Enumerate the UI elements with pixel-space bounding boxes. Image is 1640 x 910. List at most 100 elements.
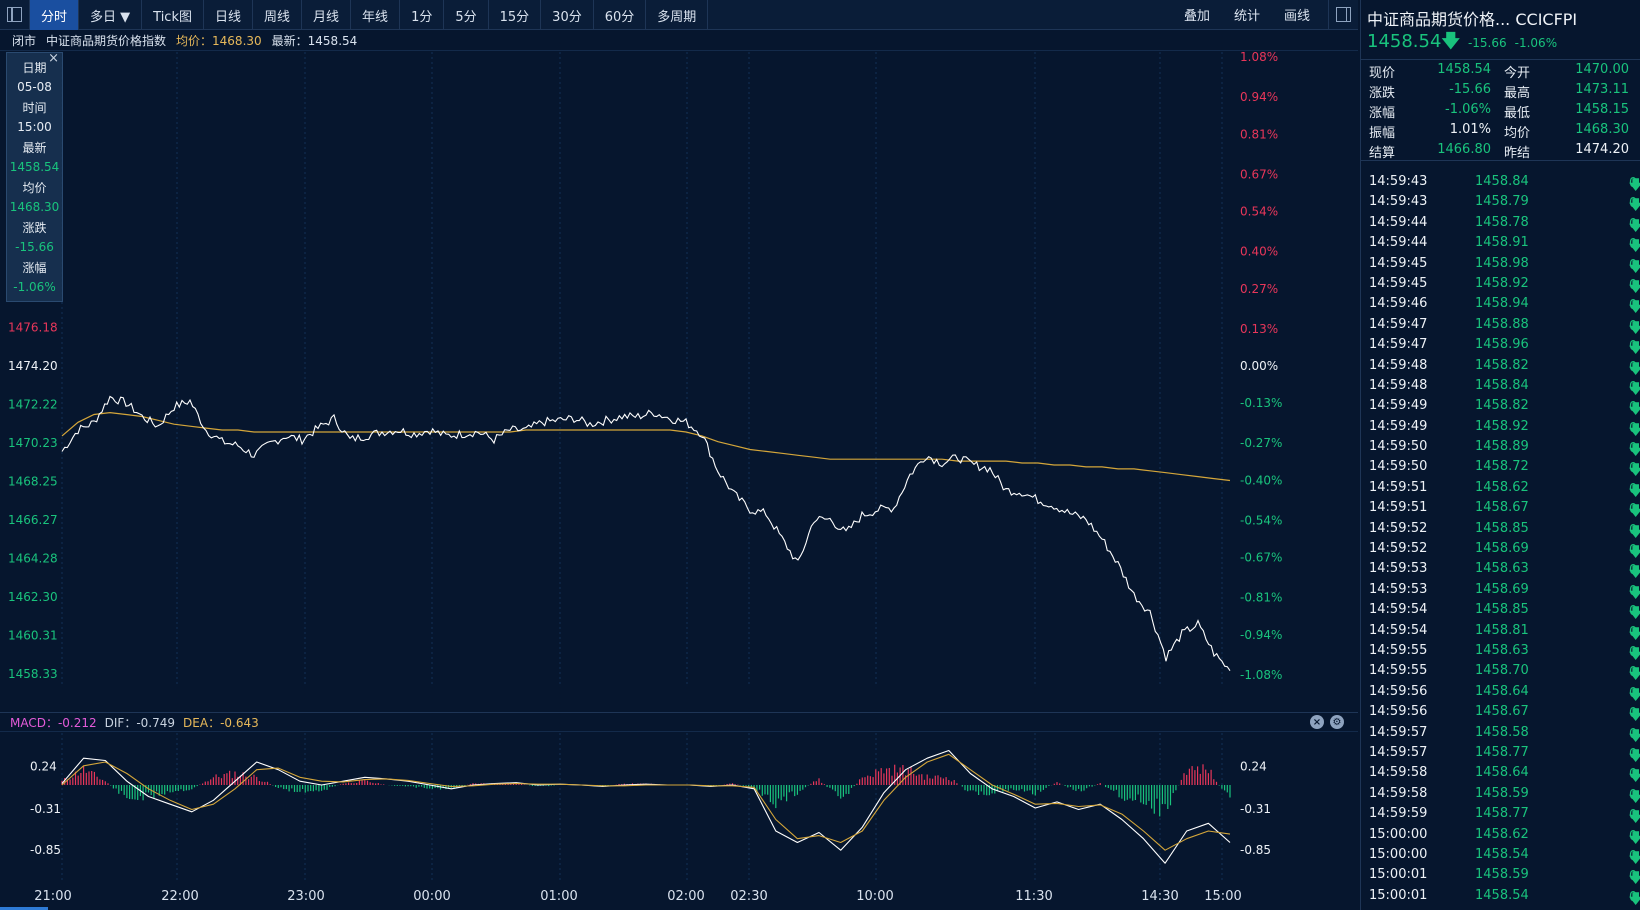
tick-price: 1458.63 bbox=[1475, 561, 1529, 577]
quote-panel: 中证商品期货价格... CCICFPI 1458.54🡇 -15.66 -1.0… bbox=[1360, 0, 1640, 910]
down-arrow-icon: 🡇 bbox=[1629, 585, 1640, 601]
tick-time: 14:59:47 bbox=[1369, 316, 1428, 332]
close-icon[interactable]: × bbox=[48, 51, 59, 66]
tick-volume: 0 bbox=[1629, 216, 1638, 232]
tick-price: 1458.64 bbox=[1475, 765, 1529, 781]
toggle-left-panel-icon[interactable] bbox=[0, 0, 30, 29]
down-arrow-icon: 🡇 bbox=[1629, 830, 1640, 846]
macd-chart[interactable]: 0.24 0.24 -0.31 -0.31 -0.85 -0.85 bbox=[0, 733, 1358, 883]
tab-period-8[interactable]: 5分 bbox=[444, 0, 489, 30]
tab-period-11[interactable]: 60分 bbox=[594, 0, 647, 30]
down-arrow-icon: 🡇 bbox=[1629, 483, 1640, 499]
tab-period-1[interactable]: 多日 ▼ bbox=[79, 0, 143, 30]
quote-label: 今开 bbox=[1504, 66, 1531, 81]
tick-time: 14:59:50 bbox=[1369, 439, 1428, 455]
x-tick-label: 02:00 bbox=[667, 889, 705, 904]
tick-row: 14:59:45 1458.92 0 🡇 bbox=[1361, 274, 1640, 295]
average-price-label: 均价：1468.30 bbox=[176, 34, 262, 48]
tab-period-0[interactable]: 分时 bbox=[30, 0, 80, 30]
timeline-scroll-handle[interactable] bbox=[0, 907, 48, 910]
y-tick-label: 1474.20 bbox=[8, 359, 58, 373]
gear-icon[interactable]: ⚙ bbox=[1330, 715, 1344, 729]
tick-volume: 0 bbox=[1629, 298, 1638, 314]
down-arrow-icon: 🡇 bbox=[1629, 443, 1640, 459]
tick-volume: 0 bbox=[1629, 746, 1638, 762]
tick-row: 14:59:51 1458.67 0 🡇 bbox=[1361, 498, 1640, 519]
tick-price: 1458.81 bbox=[1475, 622, 1529, 638]
statistics-button[interactable]: 统计 bbox=[1233, 9, 1260, 24]
tick-time: 14:59:45 bbox=[1369, 255, 1428, 271]
draw-line-button[interactable]: 画线 bbox=[1283, 9, 1310, 24]
tick-volume: 0 bbox=[1629, 665, 1638, 681]
tick-price: 1458.64 bbox=[1475, 683, 1529, 699]
tick-time: 14:59:52 bbox=[1369, 541, 1428, 557]
macd-value-label: MACD：-0.212 bbox=[10, 715, 97, 730]
quote-value: -1.06% bbox=[1445, 102, 1491, 117]
quote-label: 最高 bbox=[1504, 86, 1531, 101]
tick-volume: 0 bbox=[1629, 889, 1638, 905]
tick-row: 14:59:47 1458.96 0 🡇 bbox=[1361, 335, 1640, 356]
macd-y-tick-left: 0.24 bbox=[30, 760, 57, 774]
down-arrow-icon: 🡇 bbox=[1629, 381, 1640, 397]
y-percent-label: 0.40% bbox=[1240, 245, 1278, 259]
quote-label: 涨跌 bbox=[1369, 86, 1396, 101]
tick-time: 14:59:56 bbox=[1369, 704, 1428, 720]
down-arrow-icon: 🡇 bbox=[1629, 850, 1640, 866]
tab-period-12[interactable]: 多周期 bbox=[646, 0, 709, 30]
tick-volume: 0 bbox=[1629, 869, 1638, 885]
tick-time: 14:59:43 bbox=[1369, 194, 1428, 210]
tab-period-5[interactable]: 月线 bbox=[302, 0, 352, 30]
tick-volume: 0 bbox=[1629, 808, 1638, 824]
tick-price: 1458.69 bbox=[1475, 581, 1529, 597]
chart-info-bar: 闭市 中证商品期货价格指数 均价：1468.30 最新：1458.54 bbox=[0, 31, 1358, 51]
close-indicator-icon[interactable]: × bbox=[1310, 715, 1324, 729]
down-arrow-icon: 🡇 bbox=[1629, 259, 1640, 275]
tick-volume: 0 bbox=[1629, 502, 1638, 518]
price-summary: 1458.54🡇 -15.66 -1.06% bbox=[1367, 29, 1557, 59]
current-price: 1458.54 bbox=[1367, 31, 1442, 52]
tooltip-value: -15.66 bbox=[15, 240, 54, 254]
tick-price: 1458.98 bbox=[1475, 255, 1529, 271]
tab-period-7[interactable]: 1分 bbox=[400, 0, 445, 30]
tab-period-9[interactable]: 15分 bbox=[489, 0, 542, 30]
tooltip-value: 05-08 bbox=[17, 80, 52, 94]
time-axis: 21:00 22:00 23:00 00:00 01:00 02:00 02:30 10:00… bbox=[0, 883, 1358, 910]
down-arrow-icon: 🡇 bbox=[1629, 728, 1640, 744]
tick-price: 1458.84 bbox=[1475, 174, 1529, 189]
tick-time: 14:59:55 bbox=[1369, 642, 1428, 658]
tick-volume: 0 bbox=[1629, 318, 1638, 334]
tab-period-6[interactable]: 年线 bbox=[351, 0, 401, 30]
tick-time: 14:59:46 bbox=[1369, 296, 1428, 312]
tick-price: 1458.78 bbox=[1475, 214, 1529, 230]
tick-volume: 0 bbox=[1629, 543, 1638, 559]
toggle-right-panel-icon[interactable] bbox=[1328, 0, 1358, 30]
x-tick-label: 11:30 bbox=[1015, 889, 1053, 904]
tick-price: 1458.54 bbox=[1475, 846, 1529, 862]
down-arrow-icon: 🡇 bbox=[1629, 178, 1640, 193]
tick-price: 1458.84 bbox=[1475, 377, 1529, 393]
tick-price: 1458.59 bbox=[1475, 867, 1529, 883]
macd-y-tick-right: -0.85 bbox=[1240, 843, 1271, 857]
tick-row: 14:59:54 1458.85 0 🡇 bbox=[1361, 600, 1640, 621]
tick-price: 1458.54 bbox=[1475, 887, 1529, 903]
overlay-button[interactable]: 叠加 bbox=[1183, 9, 1210, 24]
tick-time: 14:59:49 bbox=[1369, 398, 1428, 414]
down-arrow-icon: 🡇 bbox=[1629, 422, 1640, 438]
tab-period-2[interactable]: Tick图 bbox=[142, 0, 204, 30]
tick-volume: 0 bbox=[1629, 277, 1638, 293]
x-tick-label: 00:00 bbox=[413, 889, 451, 904]
down-arrow-icon: 🡇 bbox=[1629, 646, 1640, 662]
tick-list[interactable]: 14:59:43 1458.84 0 🡇 14:59:43 1458.79 0 🡇 14:59:… bbox=[1361, 172, 1640, 907]
intraday-price-chart[interactable]: 1476.18 1474.20 1472.22 1470.23 1468.25 1466.… bbox=[0, 52, 1358, 712]
y-percent-label: -0.13% bbox=[1240, 396, 1282, 410]
tick-time: 14:59:53 bbox=[1369, 561, 1428, 577]
tick-volume: 0 bbox=[1629, 196, 1638, 212]
tick-price: 1458.94 bbox=[1475, 296, 1529, 312]
tab-period-4[interactable]: 周线 bbox=[253, 0, 303, 30]
macd-y-tick-right: 0.24 bbox=[1240, 760, 1267, 774]
tab-period-3[interactable]: 日线 bbox=[204, 0, 254, 30]
tick-volume: 0 bbox=[1629, 481, 1638, 497]
tooltip-value: 1458.54 bbox=[9, 160, 60, 174]
tab-period-10[interactable]: 30分 bbox=[541, 0, 594, 30]
tick-volume: 0 bbox=[1629, 563, 1638, 579]
